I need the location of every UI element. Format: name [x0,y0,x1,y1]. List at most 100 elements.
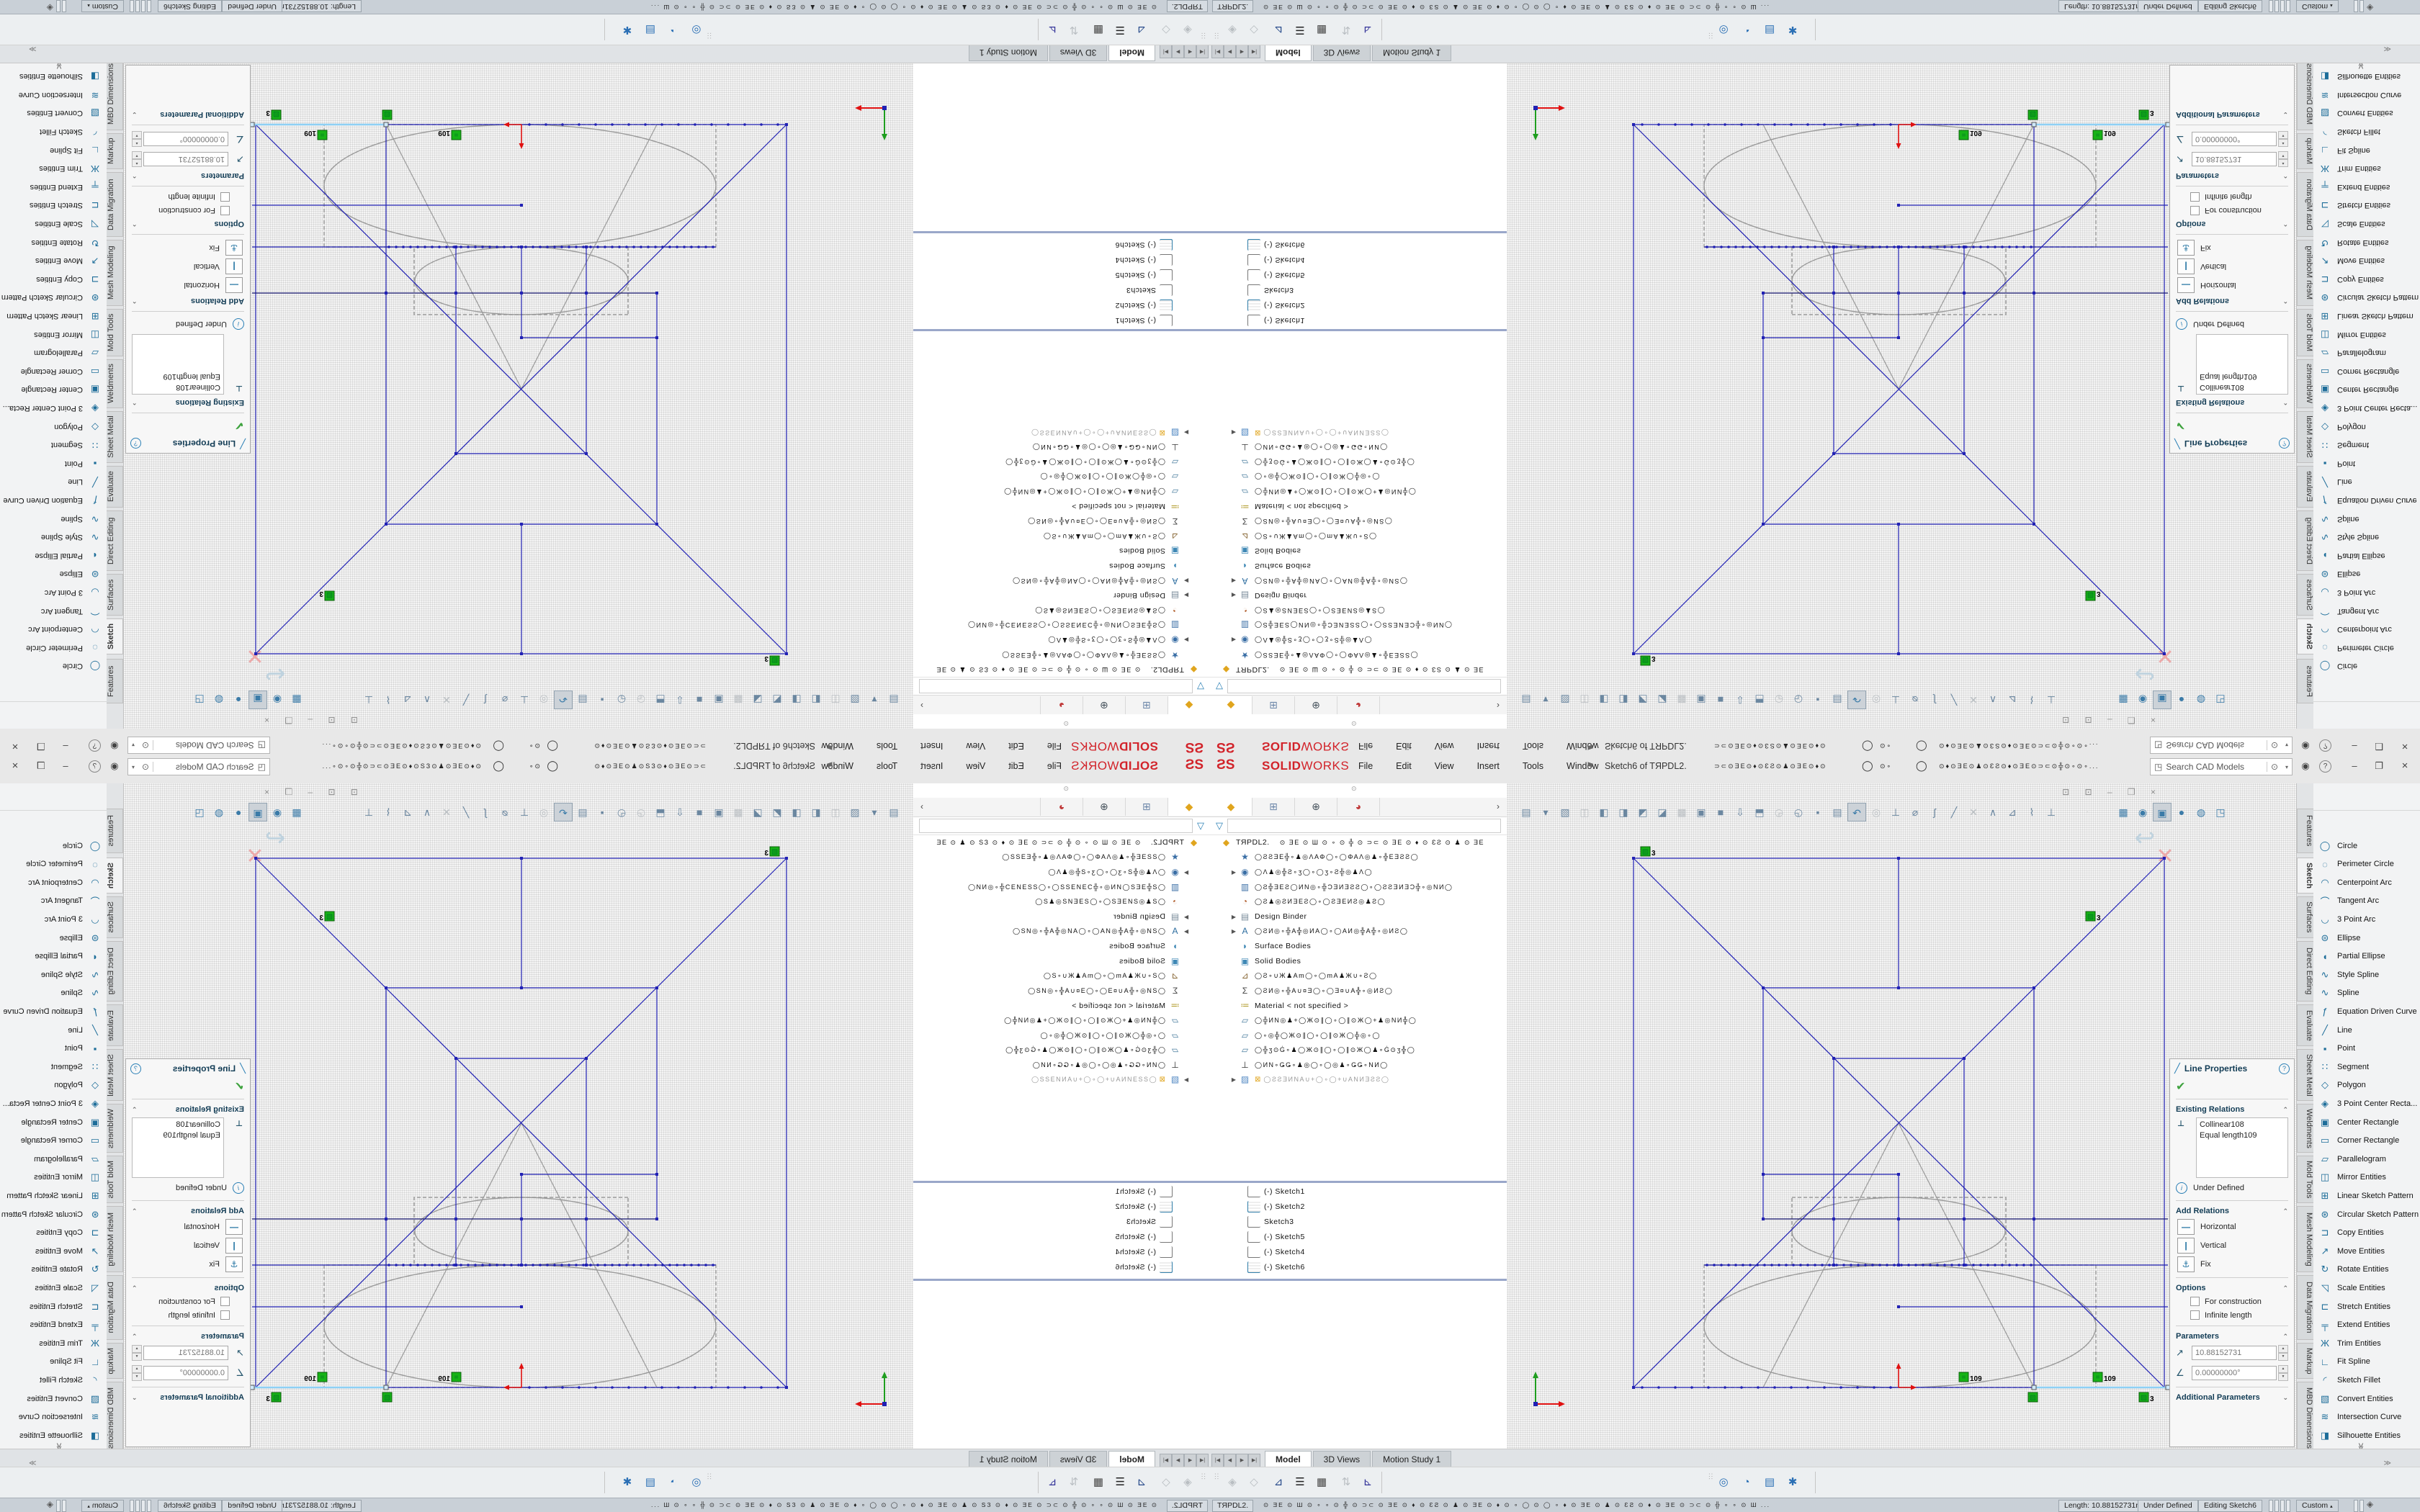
tree-item[interactable]: ▥ ◯Ƨ╬ƎEƧ◯ИΝ◎∘╬ƆƎИƎƧƧ◯∘◯ƧƧƎИƎƆ╬∘◎ΝИ◯ [913,618,1210,633]
tool-point[interactable]: ▪ Point [2313,1040,2420,1058]
tool-circle[interactable]: ◯ Circle [2313,657,2420,675]
panel-tab-dimxpertmanager[interactable]: ◕ [1337,696,1380,714]
menu-window[interactable]: Window [1567,741,1599,751]
sketch-item[interactable]: (-) Sketch6 [913,1259,1210,1274]
search-icon[interactable]: ⊙ [2267,762,2282,772]
headsup-tool-icon[interactable]: ╱ [1950,806,1958,818]
user-icon[interactable]: ◉ [2301,760,2310,771]
tab-nav-icon[interactable]: ▶ [1236,45,1248,58]
minimize-button[interactable]: – [63,741,68,752]
tool-center-rectangle[interactable]: ▣ Center Rectangle [0,381,107,399]
pin-icon[interactable]: ⚑ [825,760,834,771]
tool-partial-ellipse[interactable]: ◖ Partial Ellipse [0,546,107,564]
headsup-tool-icon[interactable]: ✕ [1969,806,1978,818]
bottom-tool-icon[interactable]: ▦ [1316,1476,1327,1488]
panel-tab-configurationmanager[interactable]: ⊕ [1083,798,1125,816]
cm-tab-mold-tools[interactable]: Mold Tools [107,1156,123,1203]
tool-intersection-curve[interactable]: ≋ Intersection Curve [2313,1408,2420,1426]
tool-spline[interactable]: ∿ Spline [0,984,107,1002]
tool-center-rectangle[interactable]: ▣ Center Rectangle [2313,381,2420,399]
panel-grip-icon[interactable]: ⊙ [1351,720,1357,727]
tool-circular-sketch-pattern[interactable]: ⊛ Circular Sketch Pattern [2313,289,2420,307]
toolbar-ring-icon-2[interactable]: ◯ [1916,741,1927,752]
tool-equation-driven-curve[interactable]: ƒ Equation Driven Curve [0,1002,107,1020]
tool-extend-entities[interactable]: ╤ Extend Entities [0,178,107,196]
tree-item[interactable]: ▶ ▤ Design Binder [913,588,1210,603]
tree-item[interactable]: ▣ Solid Bodies [913,954,1210,969]
sketch-item[interactable]: (-) Sketch4 [913,253,1210,268]
status-custom-dropdown[interactable]: Custom ▴ [81,1500,124,1512]
tree-root[interactable]: ◆ TЯPDL2. ⊙ ƎE ⊙ Ш ⊙ ∘ ⊙ ╬ ⊙ ⊃⊂ ⊙ ƎE ⊙ ♦ ⊙… [1210,835,1507,850]
filter-funnel-icon[interactable]: ▽ [1197,681,1204,692]
headsup-tool-icon[interactable]: ◩ [1638,806,1648,818]
cm-tab-surfaces[interactable]: Surfaces [107,896,123,938]
tool-stretch-entities[interactable]: ⊏ Stretch Entities [2313,1297,2420,1315]
tabs-overflow-icon[interactable]: ≫ [29,45,37,53]
tool-silhouette-entities[interactable]: ◨ Silhouette Entities [2313,68,2420,86]
tree-item[interactable]: ▶ ▨ ⊠ ◯ƧƧƎИΝΑ∪+◯∘◯+∪ΑΝИƎƧƧ◯ [1210,425,1507,440]
panel-tab-propertymanager[interactable]: ⊞ [1125,696,1168,714]
cm-tab-direct-editing[interactable]: Direct Editing [2297,510,2313,571]
bottom-tool-icon[interactable]: ✱ [1788,1476,1798,1488]
bottom-tool-icon[interactable]: ⊿ [1137,1476,1147,1488]
tool-circular-sketch-pattern[interactable]: ⊛ Circular Sketch Pattern [0,1205,107,1223]
tools-more-chevron-icon[interactable]: ≫ [2356,1442,2365,1449]
pm-ok-button[interactable]: ✔ [2176,419,2186,431]
bottom-tool-icon[interactable]: ▤ [1764,1476,1775,1488]
tool-tangent-arc[interactable]: ⌒ Tangent Arc [2313,892,2420,910]
tool-scale-entities[interactable]: ◹ Scale Entities [0,215,107,233]
menu-insert[interactable]: Insert [1476,761,1500,771]
expand-arrow-icon[interactable]: ▶ [1231,428,1237,436]
menu-tools[interactable]: Tools [1522,741,1544,751]
status-tag-icon[interactable]: ◈ [46,1499,53,1509]
cm-tab-mbd-dimensions[interactable]: MBD Dimensions [2297,58,2313,130]
restore-button[interactable]: ❐ [2375,741,2383,752]
tab-3d-views[interactable]: 3D Views [1049,45,1108,61]
tab-3d-views[interactable]: 3D Views [1312,45,1371,61]
tool-fit-spline[interactable]: ∟ Fit Spline [2313,141,2420,159]
bottom-tool-icon[interactable]: ⊾ [1363,24,1373,36]
tool-ellipse[interactable]: ⊜ Ellipse [0,565,107,583]
option-for-construction[interactable]: For construction [2170,204,2294,217]
tool-silhouette-entities[interactable]: ◨ Silhouette Entities [0,68,107,86]
cm-tab-markup[interactable]: Markup [2297,1343,2313,1379]
status-tag-icon[interactable]: ◈ [2367,3,2374,13]
tool-point[interactable]: ▪ Point [2313,454,2420,472]
tool-partial-ellipse[interactable]: ◖ Partial Ellipse [2313,948,2420,966]
tool-spline[interactable]: ∿ Spline [2313,984,2420,1002]
tree-item[interactable]: ⊿ ◯Ƨ∘∪Ж♟Αm◯∘◯mΑ♟Ж∪∘Ƨ◯ [913,968,1210,984]
options-header[interactable]: Options ⌃ [132,220,244,228]
search-dropdown-icon[interactable]: ▾ [132,763,135,770]
sketch-item[interactable]: (-) Sketch4 [1210,1244,1507,1259]
restore-button[interactable]: ❐ [37,741,45,752]
bottom-tool-icon[interactable]: ▤ [645,1476,656,1488]
sketch-item[interactable]: (-) Sketch2 [1210,298,1507,313]
tree-splitter[interactable] [913,329,1210,331]
bottom-tool-icon[interactable]: ⊾ [1047,1476,1057,1488]
cm-tab-sketch[interactable]: Sketch [2297,858,2313,894]
sketch-item[interactable]: (-) Sketch2 [1210,1199,1507,1214]
cm-tab-direct-editing[interactable]: Direct Editing [2297,941,2313,1002]
pm-ok-button[interactable]: ✔ [234,1081,244,1093]
tool-circular-sketch-pattern[interactable]: ⊛ Circular Sketch Pattern [0,289,107,307]
tool-convert-entities[interactable]: ▧ Convert Entities [2313,104,2420,122]
checkbox-icon[interactable] [2190,1297,2200,1306]
spinner-control[interactable]: ▲ ▼ [2278,131,2288,147]
toolbar-grip-icon-2[interactable]: ∶∶∶ [706,1473,713,1481]
help-icon[interactable]: ? [2319,739,2331,752]
tool-style-spline[interactable]: ∿ Style Spline [2313,528,2420,546]
tool-fit-spline[interactable]: ∟ Fit Spline [0,141,107,159]
tool-center-rectangle[interactable]: ▣ Center Rectangle [2313,1113,2420,1131]
panel-tabs-more-icon[interactable]: › [1497,801,1500,811]
collapse-caret-icon[interactable]: ⌃ [2282,399,2288,407]
collapse-caret-icon[interactable]: ⌃ [2282,1105,2288,1113]
bottom-tool-icon[interactable]: ▦ [1093,1476,1104,1488]
panel-tab-configurationmanager[interactable]: ⊕ [1295,696,1337,714]
panel-tabs-more-icon[interactable]: › [920,801,923,811]
tool-style-spline[interactable]: ∿ Style Spline [0,966,107,984]
headsup-tool-icon[interactable]: ∧ [1989,806,1997,818]
tool-copy-entities[interactable]: ⊐ Copy Entities [2313,1224,2420,1242]
parameter-input[interactable]: 0.00000000° [2192,132,2277,146]
tree-item[interactable]: ▱ ◯╬ИΝ◎♟+◯Ж⊙∥◯∘◯∥⊙Ж◯+♟◎ΝИ╬◯ [1210,484,1507,499]
tool-line[interactable]: ╱ Line [0,1021,107,1039]
